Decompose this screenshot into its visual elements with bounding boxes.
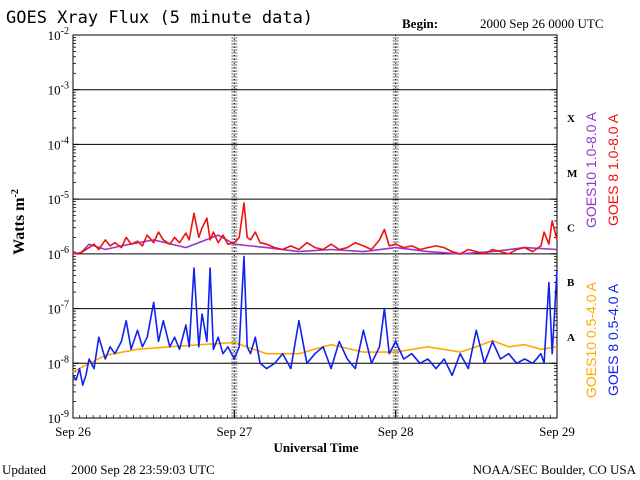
legend-item: GOES10 1.0-8.0 A <box>583 111 599 228</box>
updated-label: Updated <box>2 462 47 477</box>
y-tick-base: 10 <box>48 411 61 426</box>
legend-item: GOES10 0.5-4.0 A <box>583 281 599 398</box>
y-tick-base: 10 <box>48 247 61 262</box>
y-tick-label: 10-2 <box>48 26 69 43</box>
y-axis-label: Watts m-2 <box>10 189 28 255</box>
data-series <box>72 202 558 386</box>
y-axis-label-sup: -2 <box>10 189 21 197</box>
y-tick-base: 10 <box>48 28 61 43</box>
flare-class-M: M <box>567 168 578 180</box>
y-tick-label: 10-3 <box>48 81 69 98</box>
y-tick-sup: -9 <box>61 409 69 420</box>
y-tick-sup: -4 <box>61 135 69 146</box>
x-ticks: Sep 26 Sep 27 Sep 28 Sep 29 <box>55 410 575 439</box>
y-tick-base: 10 <box>48 137 61 152</box>
y-tick-base: 10 <box>48 356 61 371</box>
y-tick-sup: -5 <box>61 190 69 201</box>
y-tick-label: 10-6 <box>48 245 69 262</box>
y-tick-base: 10 <box>48 302 61 317</box>
flare-class-C: C <box>567 223 575 235</box>
legend-item: GOES 8 0.5-4.0 A <box>605 283 621 396</box>
y-tick-label: 10-4 <box>48 135 69 152</box>
y-tick-sup: -2 <box>61 26 69 37</box>
x-tick-label: Sep 28 <box>378 424 414 439</box>
updated-value: 2000 Sep 28 23:59:03 UTC <box>71 462 215 477</box>
y-tick-sup: -8 <box>61 354 69 365</box>
y-tick-label: 10-8 <box>48 354 69 371</box>
legend-item: GOES 8 1.0-8.0 A <box>605 113 621 226</box>
y-tick-sup: -6 <box>61 245 69 256</box>
x-tick-label: Sep 27 <box>216 424 252 439</box>
x-axis-label: Universal Time <box>273 440 358 455</box>
y-tick-label: 10-7 <box>48 300 69 317</box>
x-tick-label: Sep 26 <box>55 424 91 439</box>
begin-value: 2000 Sep 26 0000 UTC <box>480 16 604 31</box>
y-tick-base: 10 <box>48 83 61 98</box>
series-line-3 <box>72 255 558 386</box>
y-axis-label-text: Watts m <box>11 197 28 255</box>
y-tick-sup: -3 <box>61 81 69 92</box>
series-line-2 <box>72 339 558 373</box>
flare-class-A: A <box>567 332 575 344</box>
y-axis-label-group: Watts m-2 <box>10 189 28 255</box>
y-tick-label: 10-9 <box>48 409 69 426</box>
legend: GOES10 1.0-8.0 A GOES 8 1.0-8.0 A GOES10 0… <box>583 111 621 398</box>
y-ticks: 10-210-310-410-510-610-710-810-9 <box>48 26 557 426</box>
credit-text: NOAA/SEC Boulder, CO USA <box>473 462 637 477</box>
flare-class-B: B <box>567 277 575 289</box>
y-tick-label: 10-5 <box>48 190 69 207</box>
flare-class-X: X <box>567 113 575 125</box>
flare-class-labels: X M C B A <box>567 113 578 344</box>
y-tick-base: 10 <box>48 192 61 207</box>
series-line-1 <box>72 202 558 255</box>
y-tick-sup: -7 <box>61 300 69 311</box>
x-tick-label: Sep 29 <box>539 424 575 439</box>
begin-label: Begin: <box>402 16 438 31</box>
chart-title: GOES Xray Flux (5 minute data) <box>6 8 313 28</box>
